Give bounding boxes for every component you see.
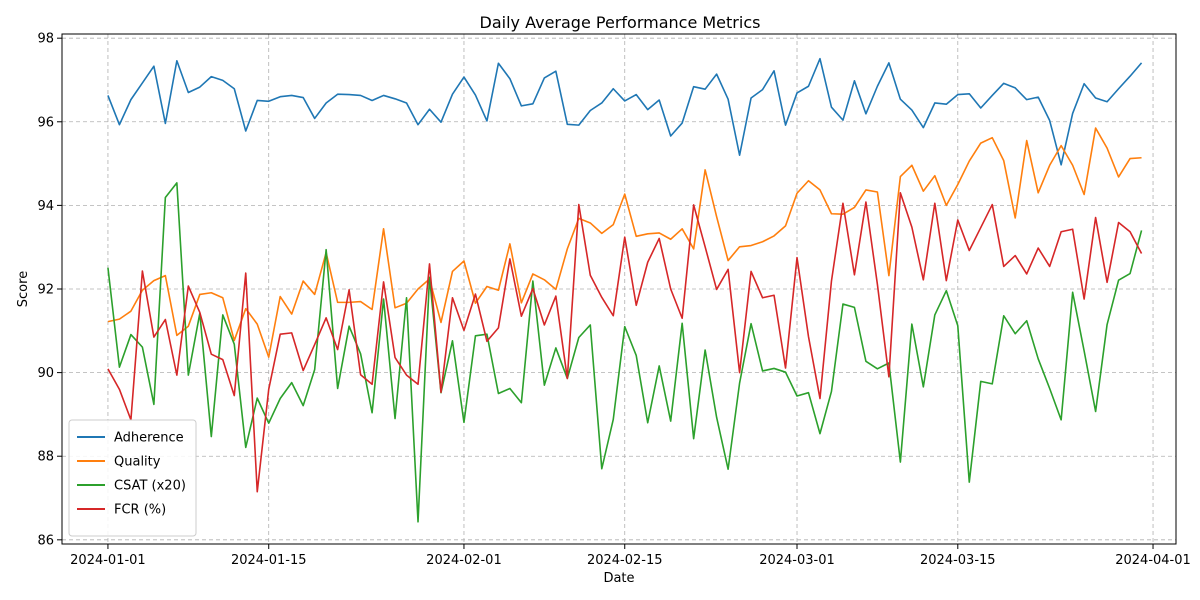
series-line-2 <box>107 127 1142 358</box>
chart-title: Daily Average Performance Metrics <box>480 13 761 32</box>
y-tick-label: 94 <box>37 199 54 214</box>
legend-box <box>68 419 197 537</box>
series-line-1 <box>107 57 1143 166</box>
legend-entry: CSAT (x20) <box>114 479 186 494</box>
legend: Adherence Quality CSAT (x20) FCR (%) <box>68 419 197 537</box>
series-line-4 <box>107 192 1143 493</box>
y-tick-label: 90 <box>37 366 54 381</box>
y-tick-label: 86 <box>37 533 54 548</box>
y-tick-label: 96 <box>37 115 54 130</box>
x-axis: 2024-01-01 2024-01-15 2024-02-01 2024-02-15… <box>70 544 1191 568</box>
y-tick-label: 92 <box>37 283 54 298</box>
x-tick-label: 2024-01-15 <box>231 553 307 568</box>
x-tick-label: 2024-03-15 <box>920 553 996 568</box>
grid <box>62 34 1176 544</box>
x-tick-label: 2024-02-01 <box>426 553 502 568</box>
x-tick-label: 2024-01-01 <box>70 553 146 568</box>
legend-entry: Adherence <box>114 431 184 446</box>
y-tick-label: 88 <box>37 450 54 465</box>
x-tick-label: 2024-04-01 <box>1115 553 1191 568</box>
y-axis: 86 88 90 92 94 96 98 <box>37 32 62 548</box>
legend-entry: FCR (%) <box>114 503 166 518</box>
x-tick-label: 2024-02-15 <box>587 553 663 568</box>
series-line-3 <box>107 182 1143 523</box>
x-tick-label: 2024-03-01 <box>759 553 835 568</box>
y-axis-label: Score <box>16 271 31 307</box>
y-tick-label: 98 <box>37 32 54 47</box>
legend-entry: Quality <box>114 455 161 470</box>
x-axis-label: Date <box>603 571 634 586</box>
series-layer <box>107 57 1143 523</box>
